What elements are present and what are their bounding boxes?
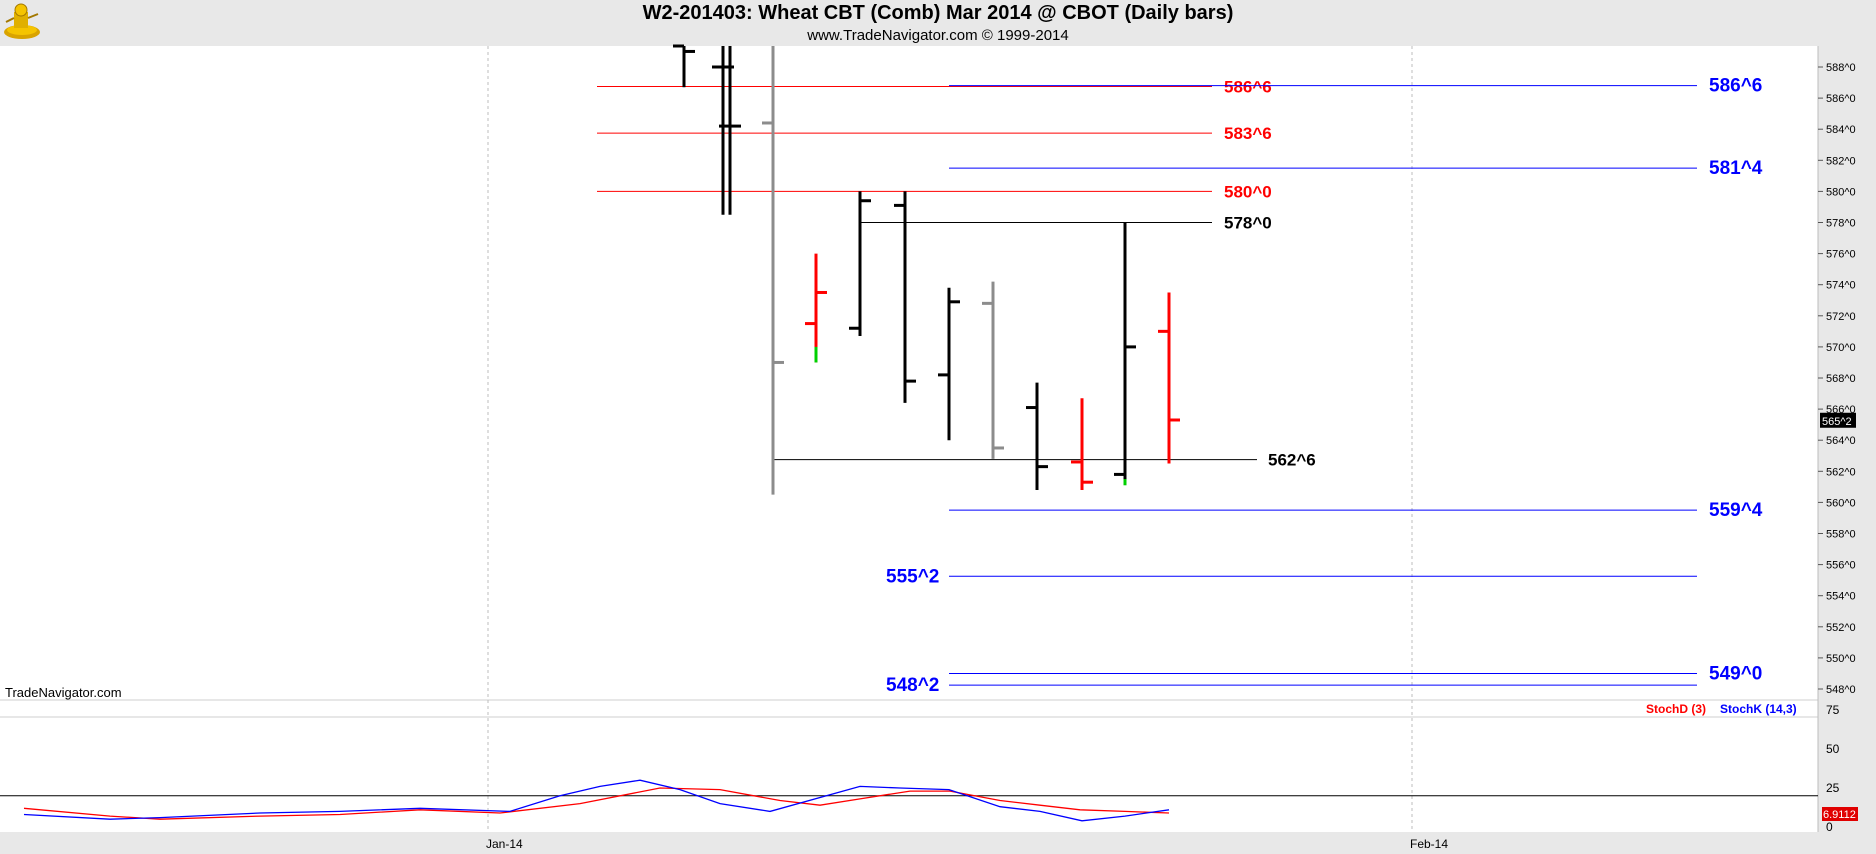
y-tick-label: 560^0 — [1826, 497, 1856, 509]
y-tick-label: 578^0 — [1826, 218, 1856, 230]
stoch-y-tick-label: 50 — [1826, 742, 1840, 756]
last-price-label: 565^2 — [1822, 416, 1852, 428]
chart-subtitle: www.TradeNavigator.com © 1999-2014 — [807, 27, 1069, 44]
level-label: 586^6 — [1709, 76, 1762, 97]
stoch-last-value-label: 6.9112 — [1823, 809, 1856, 821]
y-tick-label: 574^0 — [1826, 280, 1856, 292]
y-tick-label: 584^0 — [1826, 124, 1856, 136]
y-tick-label: 548^0 — [1826, 684, 1856, 696]
x-tick-label: Jan-14 — [486, 837, 523, 851]
level-label: 549^0 — [1709, 663, 1762, 684]
x-tick-label: Feb-14 — [1410, 837, 1448, 851]
level-label: 581^4 — [1709, 158, 1763, 179]
y-tick-label: 572^0 — [1826, 311, 1856, 323]
level-label: 586^6 — [1224, 77, 1272, 96]
stoch-last-value-box — [1822, 807, 1858, 821]
stoch-y-tick-label: 75 — [1826, 703, 1840, 717]
y-tick-label: 582^0 — [1826, 155, 1856, 167]
level-label: 583^6 — [1224, 124, 1272, 143]
level-label: 559^4 — [1709, 500, 1763, 521]
stoch-y-tick-label: 0 — [1826, 820, 1833, 834]
y-tick-label: 562^0 — [1826, 466, 1856, 478]
y-tick-label: 552^0 — [1826, 622, 1856, 634]
y-tick-label: 554^0 — [1826, 591, 1856, 603]
level-label: 555^2 — [886, 566, 939, 587]
y-tick-label: 558^0 — [1826, 529, 1856, 541]
y-tick-label: 588^0 — [1826, 62, 1856, 74]
chart-title: W2-201403: Wheat CBT (Comb) Mar 2014 @ C… — [642, 2, 1234, 24]
trade-navigator-logo — [2, 2, 44, 42]
y-tick-label: 586^0 — [1826, 93, 1856, 105]
stoch-panel-bg — [0, 718, 1818, 832]
y-tick-label: 576^0 — [1826, 249, 1856, 261]
y-tick-label: 564^0 — [1826, 435, 1856, 447]
price-panel-bg — [0, 46, 1818, 700]
y-tick-label: 550^0 — [1826, 653, 1856, 665]
stoch-series-line — [23, 779, 1170, 822]
stoch-legend-entry: StochK (14,3) — [1720, 702, 1797, 716]
watermark: TradeNavigator.com — [5, 685, 122, 700]
level-label: 548^2 — [886, 675, 939, 696]
y-tick-label: 580^0 — [1826, 186, 1856, 198]
y-tick-label: 556^0 — [1826, 560, 1856, 572]
level-label: 578^0 — [1224, 214, 1272, 233]
y-tick-label: 570^0 — [1826, 342, 1856, 354]
stoch-legend-entry: StochD (3) — [1646, 702, 1706, 716]
stoch-series-line — [23, 787, 1170, 820]
level-label: 562^6 — [1268, 451, 1316, 470]
y-tick-label: 568^0 — [1826, 373, 1856, 385]
stoch-y-tick-label: 25 — [1826, 781, 1840, 795]
separator-bg — [0, 700, 1818, 718]
last-price-box — [1820, 412, 1856, 428]
level-label: 580^0 — [1224, 182, 1272, 201]
